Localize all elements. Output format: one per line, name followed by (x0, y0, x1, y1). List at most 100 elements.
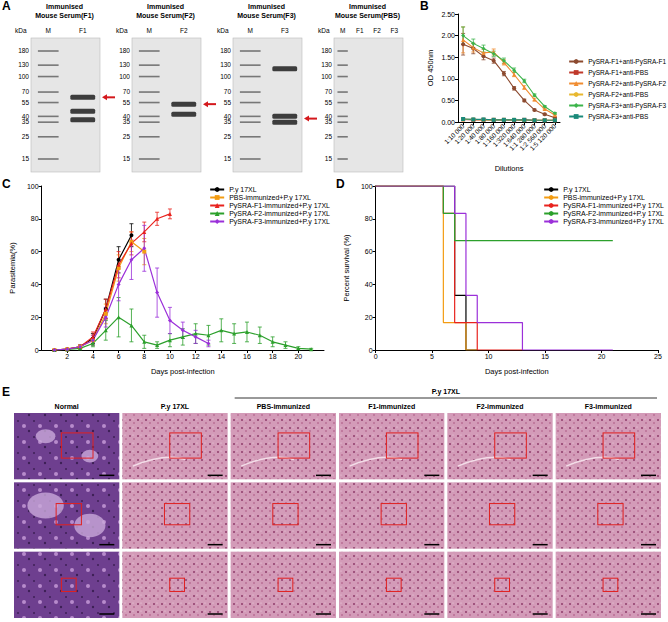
svg-text:130: 130 (119, 61, 130, 68)
svg-text:25: 25 (22, 133, 30, 140)
svg-text:F1: F1 (79, 27, 87, 34)
svg-text:Normal: Normal (55, 403, 79, 410)
svg-text:25: 25 (325, 133, 333, 140)
svg-text:1:5 120 000: 1:5 120 000 (528, 122, 557, 151)
svg-text:M: M (147, 27, 152, 34)
svg-text:P.y 17XL: P.y 17XL (563, 186, 591, 194)
svg-text:55: 55 (22, 99, 30, 106)
svg-text:130: 130 (321, 61, 332, 68)
svg-text:20: 20 (294, 353, 302, 360)
svg-text:180: 180 (321, 47, 332, 54)
svg-text:PySRA-F1-immunized+P.y 17XL: PySRA-F1-immunized+P.y 17XL (229, 202, 330, 210)
svg-text:M: M (46, 27, 51, 34)
svg-text:180: 180 (220, 47, 231, 54)
svg-text:0: 0 (369, 347, 373, 354)
svg-text:0.00: 0.00 (441, 119, 455, 126)
svg-text:25: 25 (654, 353, 662, 360)
svg-text:55: 55 (325, 99, 333, 106)
svg-text:Mouse Serum(F1): Mouse Serum(F1) (35, 12, 94, 20)
svg-text:130: 130 (220, 61, 231, 68)
svg-text:F1-immunized: F1-immunized (368, 403, 415, 410)
svg-text:M: M (340, 27, 345, 34)
svg-text:60: 60 (365, 248, 373, 255)
svg-text:180: 180 (119, 47, 130, 54)
svg-text:Dilutions: Dilutions (495, 164, 524, 173)
svg-text:5: 5 (430, 353, 434, 360)
svg-text:PySRA-F3-immunized+P.y 17XL: PySRA-F3-immunized+P.y 17XL (563, 218, 664, 226)
svg-text:2.50: 2.50 (441, 11, 455, 18)
svg-text:35: 35 (224, 118, 232, 125)
svg-text:10: 10 (166, 353, 174, 360)
svg-text:1.00: 1.00 (441, 75, 455, 82)
svg-text:55: 55 (123, 99, 131, 106)
svg-text:PySRA-F1+anti-PySRA-F1: PySRA-F1+anti-PySRA-F1 (588, 58, 666, 66)
svg-text:Immunised: Immunised (349, 3, 386, 10)
svg-text:Days post-infection: Days post-infection (485, 367, 549, 376)
svg-text:130: 130 (18, 61, 29, 68)
svg-text:Immunised: Immunised (248, 3, 285, 10)
svg-text:Mouse Serum(F2): Mouse Serum(F2) (136, 12, 195, 20)
svg-text:35: 35 (325, 118, 333, 125)
svg-text:Mouse Serum(PBS): Mouse Serum(PBS) (335, 12, 400, 20)
svg-text:Mouse Serum(F3): Mouse Serum(F3) (237, 12, 296, 20)
svg-text:15: 15 (541, 353, 549, 360)
svg-text:PySRA-F3-immunized+P.y 17XL: PySRA-F3-immunized+P.y 17XL (229, 218, 330, 226)
svg-text:100: 100 (220, 73, 231, 80)
svg-text:kDa: kDa (116, 27, 128, 34)
svg-text:55: 55 (224, 99, 232, 106)
svg-text:PySRA-F2+anti-PySRA-F2: PySRA-F2+anti-PySRA-F2 (588, 80, 666, 88)
svg-text:PySRA-F1-immunized+P.y 17XL: PySRA-F1-immunized+P.y 17XL (563, 202, 664, 210)
svg-text:PBS-immunized+P.y 17XL: PBS-immunized+P.y 17XL (563, 194, 645, 202)
svg-text:F3: F3 (281, 27, 289, 34)
svg-text:180: 180 (18, 47, 29, 54)
svg-text:4: 4 (91, 353, 95, 360)
svg-text:P.y 17XL: P.y 17XL (432, 388, 461, 396)
svg-text:F3: F3 (391, 27, 399, 34)
svg-text:kDa: kDa (318, 27, 330, 34)
svg-text:PySRA-F2-immunized+P.y 17XL: PySRA-F2-immunized+P.y 17XL (229, 210, 330, 218)
svg-text:100: 100 (361, 183, 373, 190)
svg-text:2: 2 (65, 353, 69, 360)
svg-text:10: 10 (485, 353, 493, 360)
svg-text:40: 40 (365, 281, 373, 288)
svg-text:F3-immunized: F3-immunized (585, 403, 632, 410)
svg-text:20: 20 (31, 314, 39, 321)
svg-text:F1: F1 (356, 27, 364, 34)
svg-text:18: 18 (269, 353, 277, 360)
svg-text:20: 20 (365, 314, 373, 321)
svg-text:Percent survival (%): Percent survival (%) (342, 234, 351, 302)
svg-text:P.y 17XL: P.y 17XL (229, 186, 257, 194)
svg-text:25: 25 (123, 133, 131, 140)
svg-text:kDa: kDa (217, 27, 229, 34)
svg-text:0: 0 (35, 347, 39, 354)
svg-text:PySRA-F3+anti-PySRA-F3: PySRA-F3+anti-PySRA-F3 (588, 102, 666, 110)
svg-text:100: 100 (119, 73, 130, 80)
svg-text:70: 70 (123, 88, 131, 95)
svg-text:PySRA-F3+anti-PBS: PySRA-F3+anti-PBS (588, 113, 649, 121)
svg-text:F2: F2 (180, 27, 188, 34)
svg-text:F2-immunized: F2-immunized (476, 403, 523, 410)
svg-text:40: 40 (31, 281, 39, 288)
svg-text:PySRA-F2-immunized+P.y 17XL: PySRA-F2-immunized+P.y 17XL (563, 210, 664, 218)
svg-text:Days post-infection: Days post-infection (151, 367, 215, 376)
svg-text:2.00: 2.00 (441, 32, 455, 39)
svg-text:PySRA-F1+anti-PBS: PySRA-F1+anti-PBS (588, 69, 649, 77)
svg-text:14: 14 (217, 353, 225, 360)
svg-text:12: 12 (192, 353, 200, 360)
svg-text:8: 8 (142, 353, 146, 360)
svg-text:80: 80 (31, 215, 39, 222)
svg-text:20: 20 (598, 353, 606, 360)
svg-text:P.y 17XL: P.y 17XL (161, 403, 190, 411)
svg-text:1.50: 1.50 (441, 54, 455, 61)
svg-text:6: 6 (117, 353, 121, 360)
svg-text:PySRA-F2+anti-PBS: PySRA-F2+anti-PBS (588, 91, 649, 99)
svg-text:60: 60 (31, 248, 39, 255)
svg-text:0: 0 (374, 353, 378, 360)
svg-text:15: 15 (224, 155, 232, 162)
svg-text:35: 35 (123, 118, 131, 125)
svg-text:OD 450nm: OD 450nm (426, 50, 435, 86)
svg-text:F2: F2 (373, 27, 381, 34)
svg-text:70: 70 (22, 88, 30, 95)
svg-text:100: 100 (321, 73, 332, 80)
svg-text:Immunised: Immunised (147, 3, 184, 10)
